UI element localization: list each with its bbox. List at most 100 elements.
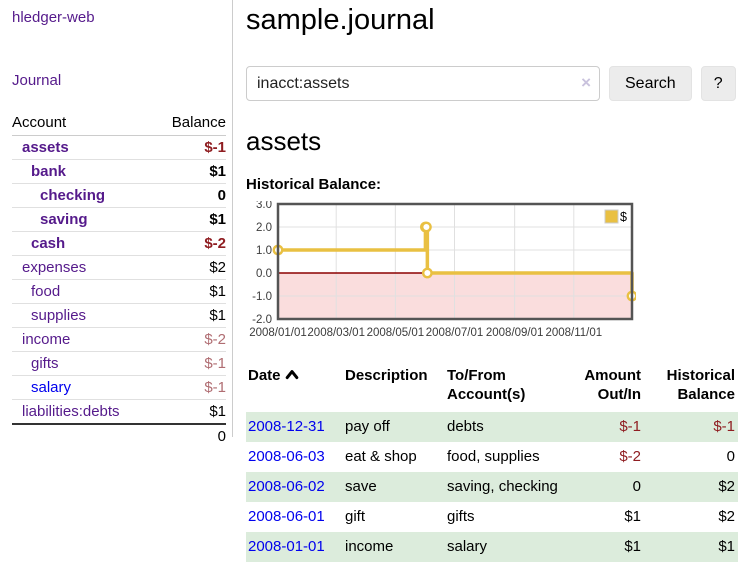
accounts-header-row: Account Balance: [12, 111, 226, 136]
page-title: sample.journal: [246, 4, 435, 36]
header-accounts[interactable]: To/From Account(s): [447, 367, 526, 403]
account-link[interactable]: expenses: [22, 259, 87, 276]
transaction-date-link[interactable]: 2008-12-31: [248, 418, 325, 435]
transaction-accounts: food, supplies: [447, 448, 540, 465]
header-balance[interactable]: Historical Balance: [666, 367, 735, 403]
data-point-marker: [420, 221, 432, 233]
account-link[interactable]: bank: [31, 163, 67, 180]
account-link[interactable]: assets: [22, 139, 69, 156]
transaction-description: gift: [345, 508, 366, 525]
sidebar: hledger-web Journal Account Balance asse…: [0, 0, 233, 448]
account-balance: $1: [154, 279, 226, 304]
data-point-marker: [421, 267, 433, 279]
account-link[interactable]: supplies: [31, 307, 87, 324]
account-row: checking 0: [12, 183, 226, 208]
header-amount[interactable]: Amount Out/In: [584, 367, 641, 403]
transaction-description: eat & shop: [345, 448, 417, 465]
account-row: food $1: [12, 279, 226, 304]
transaction-row: 2008-06-03 eat & shop food, supplies $-2 0: [246, 442, 738, 472]
account-row: saving $1: [12, 207, 226, 232]
transaction-date-link[interactable]: 2008-01-01: [248, 538, 325, 555]
transaction-amount: $1: [624, 508, 641, 525]
account-row: expenses $2: [12, 255, 226, 280]
account-balance: $2: [154, 255, 226, 280]
y-tick-label: 1.0: [256, 245, 272, 257]
account-balance: $-1: [154, 351, 226, 376]
transaction-date-link[interactable]: 2008-06-01: [248, 508, 325, 525]
account-row: liabilities:debts $1: [12, 399, 226, 425]
account-balance: $1: [154, 303, 226, 328]
x-tick-label: 2008/09/01: [486, 327, 544, 339]
header-date[interactable]: Date: [246, 364, 343, 412]
account-link[interactable]: cash: [31, 235, 66, 252]
transactions-header-row: Date Description To/From Account(s) Amou…: [246, 364, 738, 412]
accounts-total-value: 0: [154, 423, 226, 448]
transaction-amount: $-2: [619, 448, 641, 465]
account-balance: $-1: [154, 375, 226, 400]
sort-ascending-icon: [285, 366, 299, 385]
account-balance: $-1: [154, 135, 226, 160]
account-row: assets $-1: [12, 135, 226, 160]
transaction-description: pay off: [345, 418, 390, 435]
account-link[interactable]: saving: [40, 211, 88, 228]
search-bar: × Search ?: [246, 66, 738, 101]
search-input-wrap: ×: [246, 66, 600, 101]
account-link[interactable]: liabilities:debts: [22, 403, 120, 420]
transaction-description: income: [345, 538, 394, 555]
header-description[interactable]: Description: [345, 367, 428, 384]
accounts-total-row: 0: [12, 423, 226, 448]
transaction-balance: $-1: [713, 418, 735, 435]
x-tick-label: 2008/01/01: [249, 327, 307, 339]
transaction-accounts: debts: [447, 418, 484, 435]
search-input[interactable]: [246, 66, 600, 101]
transaction-amount: 0: [632, 478, 641, 495]
help-button[interactable]: ?: [700, 66, 736, 101]
brand-link[interactable]: hledger-web: [12, 9, 95, 26]
transaction-date-link[interactable]: 2008-06-02: [248, 478, 325, 495]
account-row: income $-2: [12, 327, 226, 352]
chart-heading: Historical Balance:: [246, 176, 382, 193]
accounts-total-spacer: [12, 423, 155, 448]
y-tick-label: 2.0: [256, 222, 272, 234]
account-link[interactable]: food: [31, 283, 61, 300]
account-row: gifts $-1: [12, 351, 226, 376]
account-balance: $-2: [154, 327, 226, 352]
account-balance: $-2: [154, 231, 226, 256]
nav-journal-link[interactable]: Journal: [12, 72, 62, 89]
transaction-amount: $1: [624, 538, 641, 555]
search-button[interactable]: Search: [609, 66, 692, 101]
account-heading: assets: [246, 126, 322, 156]
app-brand: hledger-web: [12, 9, 228, 27]
legend-label: $: [620, 210, 627, 224]
transaction-description: save: [345, 478, 377, 495]
transaction-balance: $2: [718, 478, 735, 495]
accounts-header-balance: Balance: [154, 111, 226, 136]
account-row: supplies $1: [12, 303, 226, 328]
account-row: bank $1: [12, 159, 226, 184]
main-content: sample.journal × Search ? assets Histori…: [246, 0, 738, 562]
transaction-row: 2008-06-02 save saving, checking 0 $2: [246, 472, 738, 502]
transaction-row: 2008-01-01 income salary $1 $1: [246, 532, 738, 562]
account-row: cash $-2: [12, 231, 226, 256]
accounts-table: Account Balance assets $-1 bank $1 checking 0…: [12, 111, 226, 448]
transactions-table: Date Description To/From Account(s) Amou…: [246, 364, 738, 562]
transaction-date-link[interactable]: 2008-06-03: [248, 448, 325, 465]
y-tick-label: -1.0: [252, 291, 272, 303]
y-tick-label: 0.0: [256, 268, 272, 280]
account-balance: $1: [154, 399, 226, 425]
account-balance: $1: [154, 207, 226, 232]
transaction-balance: $2: [718, 508, 735, 525]
transaction-balance: 0: [726, 448, 735, 465]
x-tick-label: 2008/07/01: [426, 327, 484, 339]
account-link[interactable]: income: [22, 331, 71, 348]
account-link[interactable]: gifts: [31, 355, 59, 372]
accounts-header-account: Account: [12, 111, 155, 136]
transaction-row: 2008-06-01 gift gifts $1 $2: [246, 502, 738, 532]
x-tick-label: 2008/05/01: [367, 327, 425, 339]
account-balance: $1: [154, 159, 226, 184]
account-link[interactable]: checking: [40, 187, 106, 204]
transaction-accounts: salary: [447, 538, 488, 555]
nav: Journal: [12, 72, 228, 90]
account-link[interactable]: salary: [31, 379, 72, 396]
clear-search-icon[interactable]: ×: [581, 73, 591, 92]
